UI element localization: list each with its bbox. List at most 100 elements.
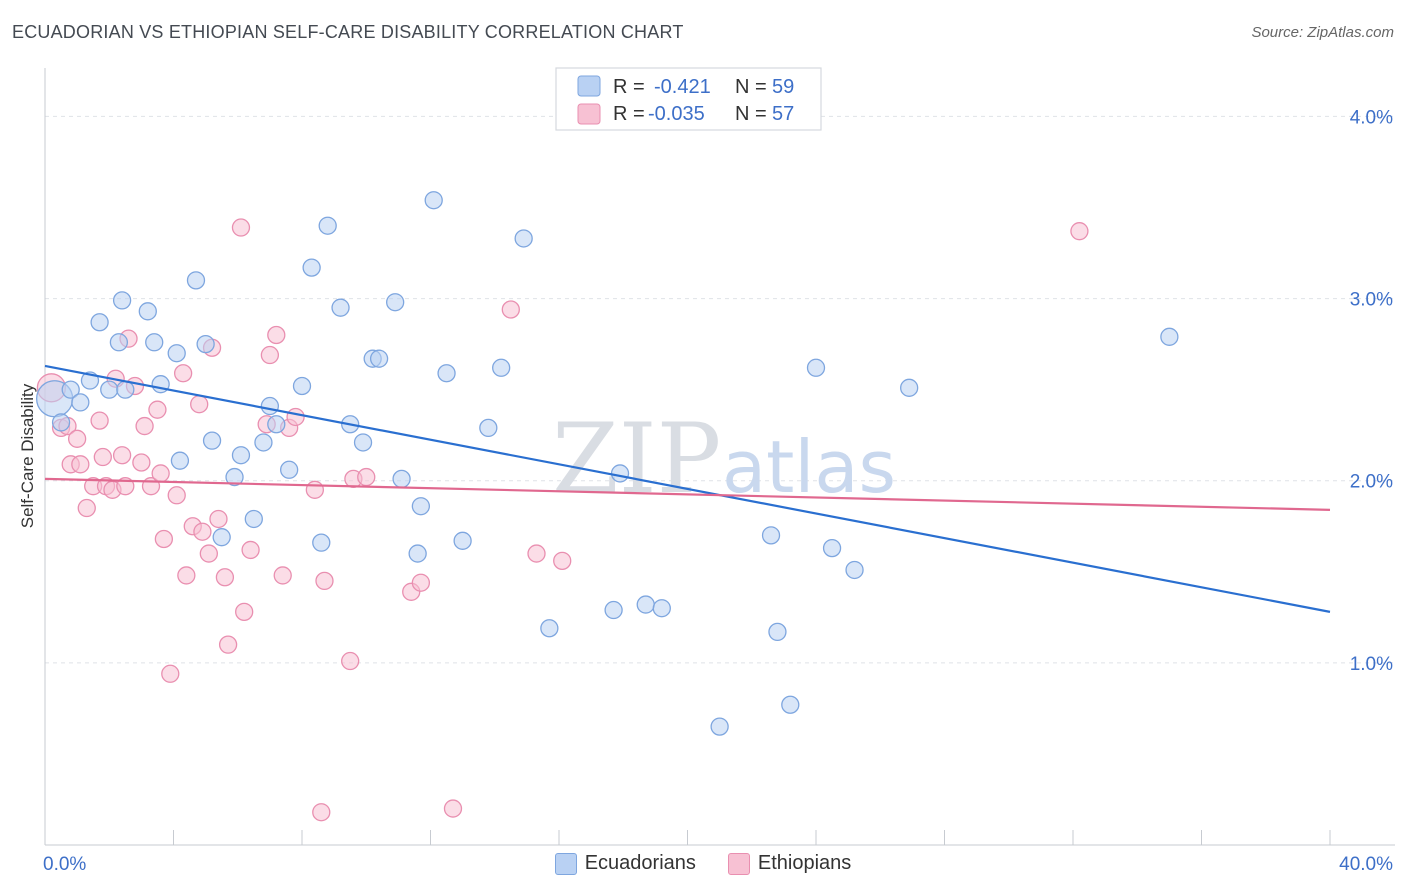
ecuadorian-point <box>710 717 729 736</box>
axes <box>44 68 1395 846</box>
ecuadorian-point <box>411 497 431 516</box>
ecuadorian-point <box>318 216 337 235</box>
ethiopian-point <box>527 544 546 563</box>
legend-n-label-ecuadorians: N = <box>735 76 767 98</box>
ethiopian-point <box>90 411 109 430</box>
source-label: Source: ZipAtlas.com <box>1251 24 1394 41</box>
ethiopian-point <box>135 416 154 436</box>
ecuadorian-point <box>408 544 427 563</box>
ethiopian-point <box>177 566 196 585</box>
ethiopian-point <box>161 664 180 683</box>
ecuadorian-point <box>61 380 80 399</box>
legend-n-label-ethiopians: N = <box>735 103 767 125</box>
ecuadorian-point <box>652 599 671 618</box>
ecuadorian-point <box>100 380 119 399</box>
ethiopian-point <box>132 453 151 472</box>
ecuadorian-point <box>196 334 215 354</box>
ecuadorian-point <box>279 460 299 479</box>
ethiopian-point <box>167 486 186 505</box>
ethiopian-point <box>260 345 280 365</box>
ecuadorian-point <box>90 313 109 332</box>
ecuadorian-point <box>610 464 630 483</box>
trend-lines <box>44 364 1331 613</box>
ethiopian-point <box>112 446 132 465</box>
y-tick-label-2: 2.0% <box>1350 472 1393 493</box>
ethiopian-point <box>315 571 334 591</box>
legend-swatch-bottom-ethiopians <box>727 852 750 875</box>
ecuadorian-point <box>254 433 273 452</box>
ethiopian-point <box>77 498 96 518</box>
legend-label-ethiopians: Ethiopians <box>757 852 852 874</box>
ecuadorian-point <box>479 418 498 438</box>
ecuadorian-point <box>267 415 286 434</box>
ecuadorian-point <box>186 271 206 290</box>
ethiopian-point <box>190 395 209 414</box>
ethiopian-point <box>501 300 520 319</box>
ecuadorian-point <box>331 298 350 317</box>
ethiopian-point <box>341 651 360 671</box>
ethiopian-point <box>273 566 292 585</box>
grid-lines <box>45 115 1395 664</box>
ethiopian-point <box>241 540 260 560</box>
legend-swatch-ecuadorians <box>577 75 601 97</box>
ecuadorian-point <box>768 622 787 642</box>
ethiopian-point <box>215 568 235 587</box>
legend-r-label-ethiopians: R = <box>613 103 645 125</box>
ethiopian-point <box>151 464 170 483</box>
ecuadorians-points <box>35 191 1179 736</box>
ecuadorian-point <box>353 433 373 452</box>
ecuadorian-point <box>138 302 157 321</box>
y-axis-label: Self-Care Disability <box>18 383 37 528</box>
ecuadorian-point <box>392 469 411 489</box>
ecuadorian-point <box>781 695 800 714</box>
ethiopian-point <box>148 400 167 419</box>
y-tick-label-4: 4.0% <box>1350 107 1393 128</box>
ethiopian-point <box>71 455 90 474</box>
ecuadorian-point <box>424 191 443 210</box>
ecuadorian-point <box>167 344 186 363</box>
ethiopian-point <box>199 544 218 563</box>
ecuadorian-point <box>761 526 781 545</box>
ethiopian-point <box>553 551 572 571</box>
ecuadorian-point <box>145 333 164 352</box>
ecuadorian-point <box>244 509 263 529</box>
legend-swatch-ethiopians <box>577 103 601 125</box>
ethiopian-point <box>267 325 286 345</box>
ethiopian-point <box>443 799 463 818</box>
ecuadorian-point <box>806 358 826 377</box>
ecuadorian-point <box>202 431 222 450</box>
ethiopian-point <box>154 529 174 549</box>
ecuadorian-point <box>212 528 231 547</box>
ecuadorian-point <box>1160 327 1179 346</box>
ecuadorian-point <box>71 393 90 412</box>
ecuadorian-point <box>231 446 251 465</box>
ecuadorian-point <box>292 376 312 396</box>
ecuadorian-point <box>109 333 129 352</box>
ethiopian-point <box>312 803 331 822</box>
ethiopian-point <box>193 522 212 541</box>
ethiopian-point <box>357 467 376 487</box>
ecuadorian-point <box>51 413 71 432</box>
legend-label-ecuadorians: Ecuadorians <box>584 852 696 874</box>
legend-swatch-bottom-ecuadorians <box>554 852 577 875</box>
legend-item-ethiopians: Ethiopians <box>727 852 852 875</box>
ecuadorian-point <box>112 291 132 310</box>
ecuadorian-point <box>636 595 655 614</box>
ethiopian-point <box>286 407 305 427</box>
ecuadorian-point <box>900 378 919 397</box>
ecuadorian-point <box>369 349 389 368</box>
ethiopians-points <box>36 218 1089 822</box>
ecuadorian-point <box>437 364 456 383</box>
ecuadorian-point <box>116 380 135 399</box>
y-tick-label-3: 3.0% <box>1350 290 1393 311</box>
ecuadorian-point <box>170 451 190 470</box>
series-legend: Ecuadorians Ethiopians <box>0 852 1406 875</box>
legend-r-label-ecuadorians: R = <box>613 76 645 98</box>
ecuadorian-point <box>225 467 244 487</box>
ethiopian-point <box>231 218 251 237</box>
x-tick-label-max: 40.0% <box>1339 854 1393 875</box>
ecuadorian-point <box>604 600 623 620</box>
chart-title: ECUADORIAN VS ETHIOPIAN SELF-CARE DISABI… <box>12 22 684 42</box>
ecuadorian-point <box>492 358 511 377</box>
